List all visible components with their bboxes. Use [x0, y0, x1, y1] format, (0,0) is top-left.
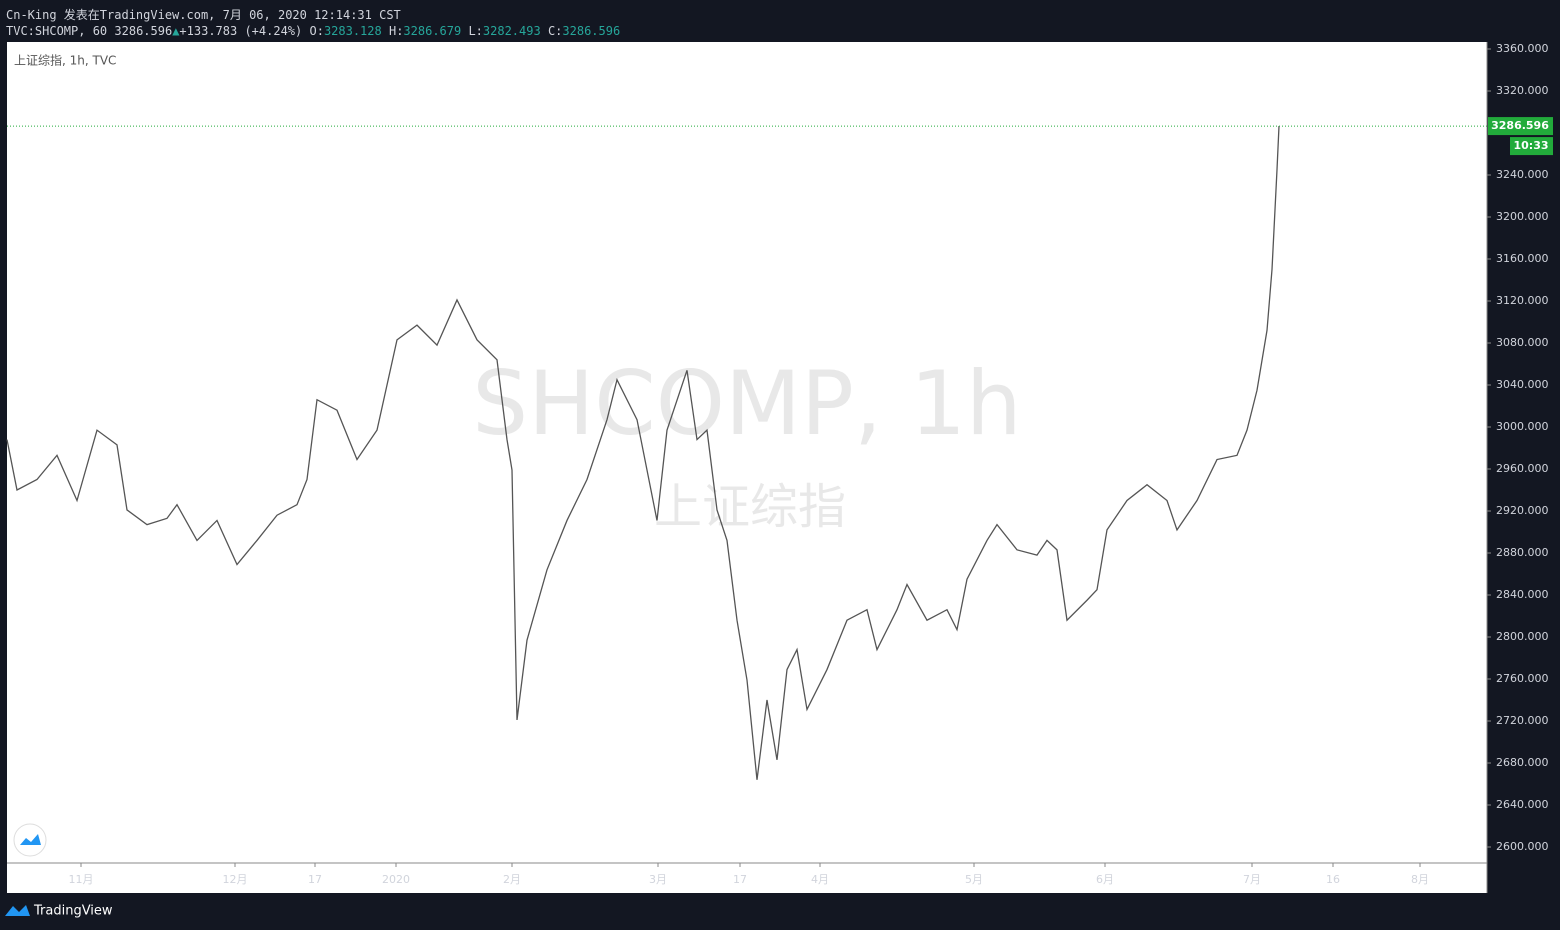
countdown-box [1510, 137, 1553, 156]
brand-logo [5, 905, 30, 916]
symbol: TVC:SHCOMP, 60 [6, 24, 108, 38]
y-tick-label: 2880.000 [1496, 546, 1549, 559]
x-tick-label: 3月 [649, 873, 667, 886]
open: 3283.128 [323, 24, 382, 38]
y-tick-label: 2800.000 [1496, 630, 1549, 643]
x-tick-label: 12月 [223, 873, 248, 886]
y-tick-label: 2840.000 [1496, 588, 1549, 601]
x-tick-label: 6月 [1096, 873, 1114, 886]
y-tick-label: 3160.000 [1496, 252, 1549, 265]
y-tick-label: 3240.000 [1496, 168, 1549, 181]
y-tick-label: 2680.000 [1496, 756, 1549, 769]
y-tick-label: 3080.000 [1496, 336, 1549, 349]
y-tick-label: 3120.000 [1496, 294, 1549, 307]
header: Cn-King 发表在TradingView.com, 7月 06, 2020 … [0, 0, 1560, 42]
brand: TradingView [33, 904, 113, 919]
y-tick-label: 3040.000 [1496, 378, 1549, 391]
last: 3286.596 [114, 24, 173, 38]
x-tick-label: 16 [1326, 873, 1340, 886]
y-tick-label: 2640.000 [1496, 798, 1549, 811]
chart-panel [7, 42, 1487, 893]
x-tick-label: 8月 [1411, 873, 1429, 886]
author-line: Cn-King 发表在TradingView.com, 7月 06, 2020 … [6, 8, 401, 22]
change: +133.783 (+4.24%) [179, 24, 303, 38]
legend: 上证综指, 1h, TVC [14, 53, 116, 68]
y-tick-label: 3200.000 [1496, 210, 1549, 223]
high: 3286.679 [403, 24, 462, 38]
price-label: 3286.596 [1491, 119, 1549, 132]
x-tick-label: 11月 [69, 873, 94, 886]
y-tick-label: 3360.000 [1496, 42, 1549, 55]
y-tick-label: 3320.000 [1496, 84, 1549, 97]
x-tick-label: 2020 [382, 873, 410, 886]
watermark: SHCOMP, 1h [472, 352, 1021, 455]
high-label: H: [388, 24, 404, 38]
y-tick-label: 2920.000 [1496, 504, 1549, 517]
x-tick-label: 17 [308, 873, 322, 886]
x-tick-label: 2月 [503, 873, 521, 886]
open-label: O: [309, 24, 324, 38]
close-label: C: [547, 24, 563, 38]
y-tick-label: 3000.000 [1496, 420, 1549, 433]
x-tick-label: 5月 [965, 873, 983, 886]
countdown: 10:33 [1513, 139, 1548, 152]
arrow: ▲ [172, 24, 180, 38]
x-tick-label: 4月 [811, 873, 829, 886]
y-tick-label: 2760.000 [1496, 672, 1549, 685]
close: 3286.596 [562, 24, 621, 38]
y-tick-label: 2720.000 [1496, 714, 1549, 727]
logo [13, 823, 47, 857]
y-tick-label: 2600.000 [1496, 840, 1549, 853]
price-line [6, 126, 1280, 780]
low-label: L: [468, 24, 483, 38]
price-label-box [1488, 117, 1553, 136]
watermark: 上证综指 [654, 479, 846, 535]
x-tick-label: 17 [733, 873, 747, 886]
y-tick-label: 2960.000 [1496, 462, 1549, 475]
low: 3282.493 [482, 24, 541, 38]
quote-line: TVC:SHCOMP, 60 3286.596▲+133.783 (+4.24%… [6, 24, 620, 38]
x-tick-label: 7月 [1243, 873, 1261, 886]
